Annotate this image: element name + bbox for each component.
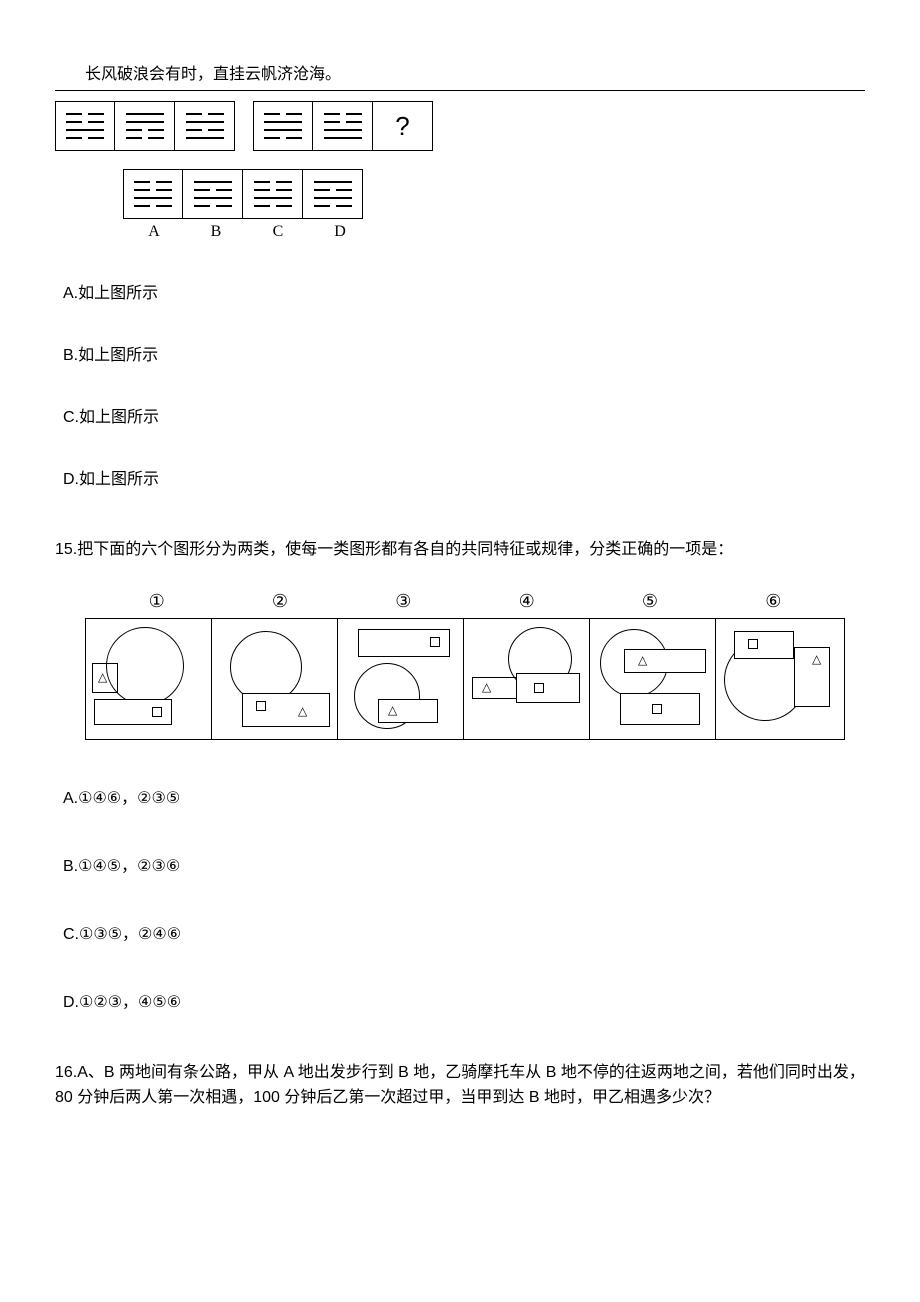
q15-text: 15.把下面的六个图形分为两类，使每一类图形都有各自的共同特征或规律，分类正确的… bbox=[55, 537, 865, 563]
question-mark-icon: ? bbox=[395, 111, 409, 142]
q15-panel-4: △ bbox=[464, 619, 590, 739]
answer-label-D: D bbox=[309, 223, 371, 241]
panel-num-5: ⑤ bbox=[590, 591, 710, 612]
trigram-cell bbox=[175, 101, 235, 151]
q15-figure: ① ② ③ ④ ⑤ ⑥ △ △ bbox=[85, 591, 845, 740]
q14-option-D: D.如上图所示 bbox=[63, 465, 865, 489]
trigram-cell bbox=[55, 101, 115, 151]
panel-num-3: ③ bbox=[343, 591, 463, 612]
trigram-answer-D bbox=[303, 169, 363, 219]
trigram-main-row: ? bbox=[55, 101, 865, 151]
q15-option-B: B.①④⑤，②③⑥ bbox=[63, 852, 865, 876]
q16-text: 16.A、B 两地间有条公路，甲从 A 地出发步行到 B 地，乙骑摩托车从 B … bbox=[55, 1060, 865, 1111]
q14-option-B: B.如上图所示 bbox=[63, 341, 865, 365]
panel-num-2: ② bbox=[220, 591, 340, 612]
q15-panel-numbers: ① ② ③ ④ ⑤ ⑥ bbox=[85, 591, 845, 612]
trigram-question-cell: ? bbox=[373, 101, 433, 151]
panel-num-6: ⑥ bbox=[713, 591, 833, 612]
trigram-answer-labels: A B C D bbox=[123, 223, 865, 241]
q15-panels: △ △ △ △ bbox=[85, 618, 845, 740]
q15-panel-5: △ bbox=[590, 619, 716, 739]
trigram-answer-row bbox=[123, 169, 865, 219]
panel-num-1: ① bbox=[97, 591, 217, 612]
q14-figure: ? bbox=[55, 101, 865, 241]
q16-number: 16. bbox=[55, 1064, 77, 1081]
answer-label-C: C bbox=[247, 223, 309, 241]
q15-option-D: D.①②③，④⑤⑥ bbox=[63, 988, 865, 1012]
trigram-answer-C bbox=[243, 169, 303, 219]
answer-label-B: B bbox=[185, 223, 247, 241]
panel-num-4: ④ bbox=[467, 591, 587, 612]
q15-option-A: A.①④⑥，②③⑤ bbox=[63, 784, 865, 808]
trigram-answer-B bbox=[183, 169, 243, 219]
page: 长风破浪会有时，直挂云帆济沧海。 bbox=[0, 0, 920, 1151]
q15-option-C: C.①③⑤，②④⑥ bbox=[63, 920, 865, 944]
header-quote: 长风破浪会有时，直挂云帆济沧海。 bbox=[85, 60, 865, 84]
q15-panel-2: △ bbox=[212, 619, 338, 739]
q14-option-A: A.如上图所示 bbox=[63, 279, 865, 303]
trigram-cell bbox=[313, 101, 373, 151]
trigram-cell bbox=[115, 101, 175, 151]
q15-number: 15. bbox=[55, 541, 77, 558]
q15-body: 把下面的六个图形分为两类，使每一类图形都有各自的共同特征或规律，分类正确的一项是… bbox=[77, 541, 733, 558]
trigram-gap bbox=[235, 101, 253, 151]
trigram-answer-A bbox=[123, 169, 183, 219]
q15-panel-3: △ bbox=[338, 619, 464, 739]
trigram-cell bbox=[253, 101, 313, 151]
q15-panel-1: △ bbox=[86, 619, 212, 739]
answer-label-A: A bbox=[123, 223, 185, 241]
q16-body: A、B 两地间有条公路，甲从 A 地出发步行到 B 地，乙骑摩托车从 B 地不停… bbox=[55, 1064, 865, 1107]
q15-panel-6: △ bbox=[716, 619, 842, 739]
q14-option-C: C.如上图所示 bbox=[63, 403, 865, 427]
header-divider bbox=[55, 90, 865, 91]
